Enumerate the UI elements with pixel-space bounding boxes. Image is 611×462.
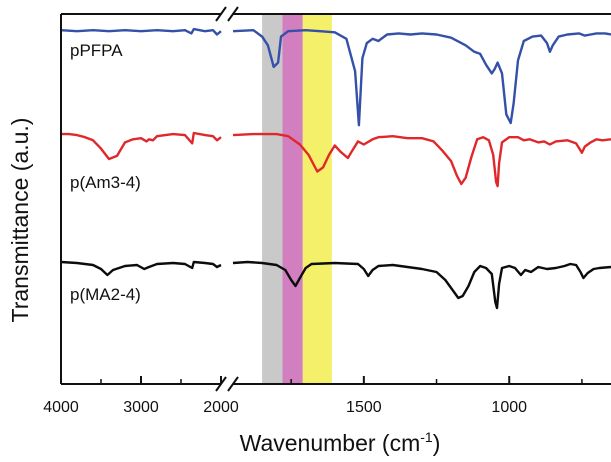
highlight-band-3 <box>302 14 332 384</box>
series-line-ppfpa-left <box>60 27 222 36</box>
axis-break-mark <box>227 6 239 22</box>
x-tick-label: 1500 <box>346 399 382 416</box>
x-axis-label-superscript: -1 <box>420 429 433 445</box>
series-line-ppfpa-right <box>232 29 611 127</box>
x-axis-label-main: Wavenumber (cm <box>240 430 421 456</box>
series-label-p-am3-4: p(Am3-4) <box>70 173 141 192</box>
x-axis-label: Wavenumber (cm-1) <box>240 429 441 456</box>
y-axis-label: Transmittance (a.u.) <box>7 118 33 323</box>
axis-break-mark <box>215 376 227 392</box>
axis-break-marks <box>215 6 239 392</box>
series-line-p-ma2-4-left <box>60 260 222 277</box>
highlight-band-1 <box>262 14 283 384</box>
series-line-p-ma2-4-right <box>232 260 611 310</box>
series-line-p-am3-4-left <box>61 131 222 161</box>
axis-break-mark <box>215 6 227 22</box>
spectra <box>60 27 611 310</box>
plot-frame <box>60 13 611 385</box>
axis-break-mark <box>227 376 239 392</box>
x-tick-label: 4000 <box>43 399 79 416</box>
x-tick-label: 2000 <box>203 399 239 416</box>
series-labels: pPFPA p(Am3-4) p(MA2-4) <box>70 41 141 304</box>
x-axis-label-close: ) <box>433 430 441 456</box>
x-ticks: 4000 3000 2000 1500 1000 <box>43 376 583 416</box>
series-label-p-ma2-4: p(MA2-4) <box>70 285 141 304</box>
series-line-p-am3-4-right <box>232 132 611 188</box>
series-label-ppfpa: pPFPA <box>70 41 123 60</box>
x-tick-label: 3000 <box>123 399 159 416</box>
highlight-band-2 <box>282 14 303 384</box>
x-tick-label: 1000 <box>491 399 527 416</box>
highlight-bands <box>262 14 332 384</box>
